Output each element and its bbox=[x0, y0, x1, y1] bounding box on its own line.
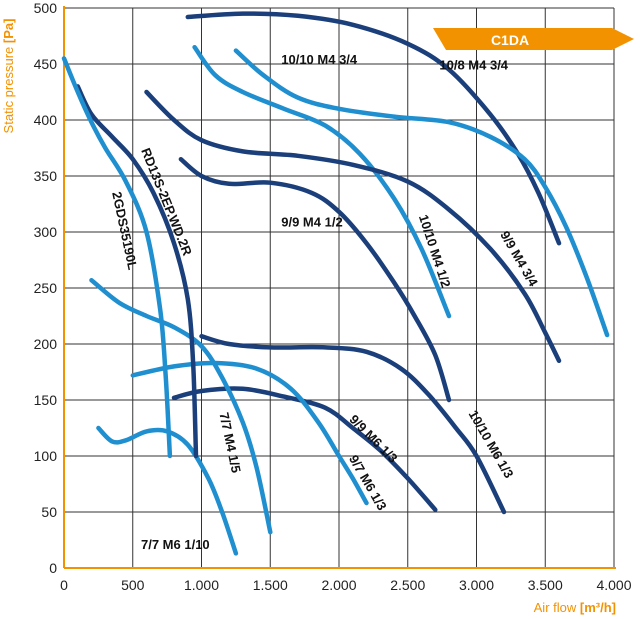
model-badge: C1DA bbox=[433, 28, 634, 50]
curve-10-10-m4-3-4 bbox=[233, 48, 610, 338]
y-tick-label: 150 bbox=[34, 392, 58, 408]
x-tick-label: 3.000 bbox=[459, 577, 494, 593]
x-tick-label: 0 bbox=[60, 577, 68, 593]
x-tick-label: 2.500 bbox=[390, 577, 425, 593]
y-axis-title: Static pressure [Pa] bbox=[1, 19, 16, 134]
x-tick-label: 1.500 bbox=[253, 577, 288, 593]
x-axis-title-unit: [m³/h] bbox=[580, 600, 616, 615]
curve-9-9-m6-1-3 bbox=[171, 386, 438, 513]
curve-10-10-m4-1-2 bbox=[192, 44, 452, 319]
x-tick-label: 3.500 bbox=[528, 577, 563, 593]
x-tick-label: 4.000 bbox=[596, 577, 631, 593]
y-tick-label: 100 bbox=[34, 448, 58, 464]
curve-rd13s-2ep-wd-2r bbox=[75, 84, 199, 459]
curve-label-10-10-m4-3-4: 10/10 M4 3/4 bbox=[281, 52, 358, 67]
curve-2gds35190l bbox=[61, 56, 173, 459]
curve-label-9-9-m4-3-4: 9/9 M4 3/4 bbox=[497, 228, 541, 289]
badge-shape bbox=[433, 28, 634, 50]
y-tick-label: 250 bbox=[34, 280, 58, 296]
y-tick-label: 50 bbox=[41, 504, 57, 520]
y-tick-label: 500 bbox=[34, 0, 58, 16]
y-axis-title-text: Static pressure bbox=[1, 47, 16, 134]
performance-curves bbox=[61, 11, 610, 556]
x-axis-title: Air flow [m³/h] bbox=[534, 600, 616, 615]
y-tick-label: 300 bbox=[34, 224, 58, 240]
x-tick-label: 1.000 bbox=[184, 577, 219, 593]
curve-7-7-m4-1-5 bbox=[89, 277, 273, 535]
curve-label-10-8-m4-3-4: 10/8 M4 3/4 bbox=[439, 58, 508, 73]
curve-9-9-m4-3-4 bbox=[144, 89, 562, 364]
y-axis-title-unit: [Pa] bbox=[1, 19, 16, 44]
curve-9-9-m4-1-2 bbox=[178, 156, 452, 403]
y-tick-labels: 0 50 100 150 200 250 300 350 400 450 500 bbox=[34, 0, 58, 576]
y-tick-label: 350 bbox=[34, 168, 58, 184]
x-tick-label: 2.000 bbox=[321, 577, 356, 593]
y-tick-label: 200 bbox=[34, 336, 58, 352]
x-axis-title-text: Air flow bbox=[534, 600, 577, 615]
y-tick-label: 450 bbox=[34, 56, 58, 72]
x-tick-label: 500 bbox=[121, 577, 145, 593]
badge-label: C1DA bbox=[491, 32, 529, 48]
axes bbox=[63, 6, 616, 569]
curve-10-10-m6-1-3 bbox=[199, 333, 507, 515]
curve-10-8-m4-3-4 bbox=[185, 11, 562, 246]
curve-label-7-7-m6-1-10: 7/7 M6 1/10 bbox=[141, 537, 210, 552]
y-tick-label: 0 bbox=[49, 560, 57, 576]
curve-label-10-10-m6-1-3: 10/10 M6 1/3 bbox=[466, 407, 517, 480]
y-tick-label: 400 bbox=[34, 112, 58, 128]
curve-label-9-9-m4-1-2: 9/9 M4 1/2 bbox=[281, 214, 342, 229]
curve-9-7-m6-1-3 bbox=[130, 360, 369, 506]
curve-7-7-m6-1-10 bbox=[96, 425, 239, 556]
x-tick-labels: 0 500 1.000 1.500 2.000 2.500 3.000 3.500 4.000 bbox=[60, 577, 632, 593]
